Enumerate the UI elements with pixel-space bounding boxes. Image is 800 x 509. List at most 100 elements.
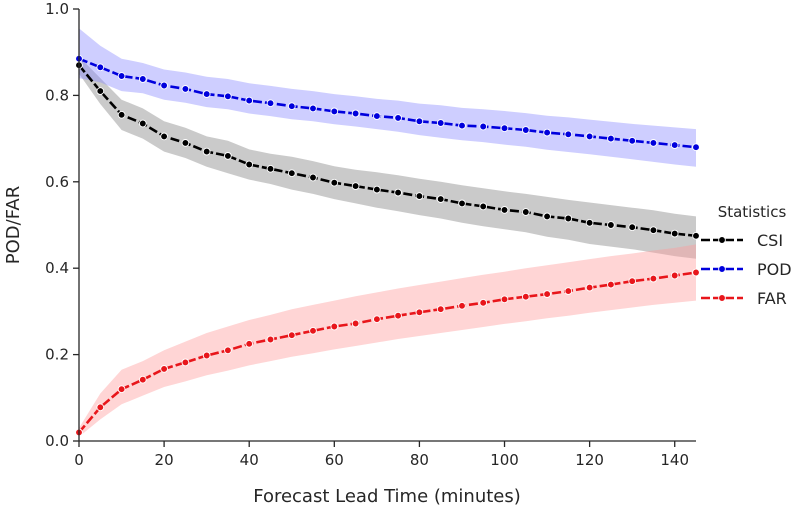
pod-point	[117, 72, 126, 80]
confidence-bands	[79, 28, 696, 437]
pod-point	[394, 114, 402, 122]
csi-point	[607, 221, 615, 229]
far-point	[266, 335, 275, 344]
pod-point	[649, 139, 658, 147]
far-point	[585, 283, 594, 292]
far-point	[117, 385, 126, 394]
csi-band	[79, 56, 696, 259]
pod-point	[607, 134, 615, 143]
pod-point	[266, 99, 275, 108]
csi-point	[521, 208, 530, 216]
csi-point	[117, 110, 126, 119]
far-point	[138, 375, 147, 384]
csi-point	[266, 164, 275, 173]
pod-point	[181, 85, 190, 93]
far-point	[202, 351, 211, 360]
x-tick-label: 140	[660, 451, 689, 469]
pod-point	[96, 63, 105, 72]
legend-csi-marker	[718, 236, 726, 244]
csi-point	[287, 169, 296, 178]
x-tick-label: 80	[410, 451, 429, 469]
legend-csi-label: CSI	[757, 231, 783, 250]
pod-point	[309, 104, 317, 113]
far-point	[458, 301, 466, 310]
series-markers	[75, 54, 700, 437]
far-band	[79, 244, 696, 437]
csi-point	[138, 119, 147, 128]
x-axis-title: Forecast Lead Time (minutes)	[253, 486, 521, 507]
csi-point	[245, 160, 254, 169]
far-point	[564, 287, 573, 295]
y-axis-ticks: 0.0 0.2 0.4 0.6 0.8 1.0	[45, 0, 79, 450]
pod-point	[521, 126, 530, 134]
legend: Statistics CSI POD FAR	[701, 203, 792, 308]
legend-far-label: FAR	[757, 289, 787, 308]
csi-point	[479, 202, 488, 211]
pod-point	[628, 136, 637, 145]
far-point	[628, 277, 637, 286]
x-tick-label: 100	[490, 451, 519, 469]
far-point	[224, 346, 232, 355]
pod-point	[160, 81, 168, 90]
pod-point	[224, 92, 232, 101]
pod-point	[500, 124, 509, 133]
far-point	[479, 298, 488, 307]
far-point	[373, 315, 381, 324]
csi-point	[202, 147, 211, 156]
y-tick-label: 1.0	[45, 0, 69, 18]
pod-point	[245, 96, 254, 105]
csi-point	[543, 212, 551, 221]
y-tick-label: 0.8	[45, 86, 69, 104]
y-tick-label: 0.4	[45, 259, 69, 277]
legend-title: Statistics	[718, 203, 787, 221]
csi-point	[309, 173, 317, 182]
pod-point	[138, 75, 147, 83]
far-point	[181, 358, 190, 367]
far-point	[692, 268, 700, 277]
pod-point	[479, 122, 488, 131]
far-point	[96, 403, 105, 412]
far-point	[670, 271, 679, 280]
x-tick-label: 20	[155, 451, 174, 469]
pod-point	[330, 107, 339, 116]
far-point	[351, 319, 360, 328]
pod-point	[373, 112, 381, 120]
csi-point	[585, 218, 594, 227]
pod-point	[436, 119, 445, 127]
legend-far-marker	[718, 294, 726, 302]
far-point	[330, 322, 339, 331]
far-point	[649, 274, 658, 283]
csi-point	[564, 214, 573, 223]
csi-point	[351, 182, 360, 190]
pod-point	[543, 128, 551, 137]
far-point	[436, 305, 445, 314]
csi-point	[692, 231, 700, 240]
pod-point	[351, 109, 360, 118]
far-point	[160, 365, 168, 373]
pod-point	[670, 141, 679, 149]
pod-point	[692, 143, 700, 152]
csi-point	[649, 226, 658, 235]
far-point	[500, 295, 509, 304]
pod-point	[202, 90, 211, 98]
csi-point	[96, 87, 105, 95]
y-tick-label: 0.6	[45, 173, 69, 191]
pod-point	[585, 132, 594, 141]
csi-point	[670, 229, 679, 238]
x-axis-ticks: 0 20 40 60 80 100 120 140	[74, 441, 689, 469]
y-tick-label: 0.2	[45, 346, 69, 364]
legend-pod-label: POD	[757, 260, 792, 279]
csi-point	[458, 199, 466, 208]
y-axis-title: POD/FAR	[3, 186, 24, 264]
pod-point	[564, 130, 573, 139]
csi-point	[628, 223, 637, 232]
far-point	[287, 331, 296, 340]
far-point	[309, 326, 317, 335]
x-tick-label: 40	[240, 451, 259, 469]
x-tick-label: 60	[325, 451, 344, 469]
legend-pod-marker	[718, 265, 726, 273]
far-point	[607, 280, 615, 289]
pod-point	[458, 121, 466, 130]
csi-point	[224, 152, 232, 160]
